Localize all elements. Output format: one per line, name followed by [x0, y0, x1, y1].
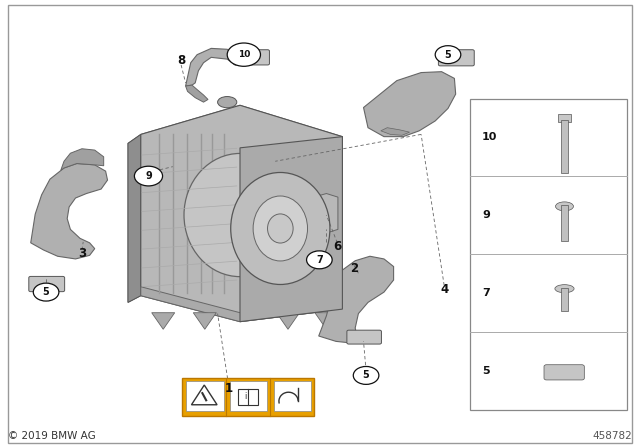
Text: 10: 10 [482, 133, 497, 142]
Ellipse shape [184, 153, 296, 276]
Ellipse shape [268, 214, 293, 243]
Text: 458782: 458782 [593, 431, 632, 441]
Circle shape [353, 366, 379, 384]
Ellipse shape [253, 196, 307, 261]
Text: © 2019 BMW AG: © 2019 BMW AG [8, 431, 95, 441]
Bar [561, 121, 568, 173]
Text: 5: 5 [482, 366, 490, 376]
Ellipse shape [231, 172, 330, 284]
Circle shape [307, 251, 332, 269]
Polygon shape [315, 313, 338, 329]
Text: 3: 3 [78, 247, 86, 260]
Bar [237, 389, 259, 405]
Circle shape [227, 43, 260, 66]
Text: 5: 5 [363, 370, 369, 380]
Ellipse shape [555, 284, 574, 293]
FancyBboxPatch shape [347, 330, 381, 344]
FancyBboxPatch shape [234, 50, 269, 65]
Bar [186, 381, 223, 411]
Text: 7: 7 [482, 288, 490, 298]
Polygon shape [141, 287, 342, 322]
Bar [470, 99, 627, 410]
Polygon shape [141, 105, 342, 150]
Polygon shape [61, 149, 104, 170]
Polygon shape [31, 164, 108, 259]
Ellipse shape [556, 202, 573, 211]
Polygon shape [319, 256, 394, 343]
Text: 8: 8 [177, 54, 185, 67]
Bar [230, 381, 268, 411]
Bar [274, 381, 311, 411]
Polygon shape [128, 134, 141, 302]
Bar [561, 288, 568, 311]
Text: 2: 2 [350, 262, 358, 276]
FancyBboxPatch shape [29, 276, 65, 292]
Polygon shape [141, 105, 342, 322]
Text: 5: 5 [445, 50, 451, 60]
Bar [182, 378, 314, 416]
Polygon shape [186, 48, 236, 86]
Text: 4: 4 [440, 283, 448, 297]
Bar [561, 206, 568, 241]
Polygon shape [128, 134, 141, 302]
Bar [558, 114, 571, 122]
Text: 7: 7 [316, 255, 323, 265]
Polygon shape [312, 194, 338, 233]
FancyBboxPatch shape [438, 50, 474, 66]
Polygon shape [186, 85, 208, 102]
Text: 9: 9 [145, 171, 152, 181]
Text: 6: 6 [333, 240, 341, 253]
Polygon shape [381, 128, 410, 135]
Text: 5: 5 [43, 287, 49, 297]
Polygon shape [240, 137, 342, 322]
Circle shape [435, 46, 461, 64]
Text: 10: 10 [237, 50, 250, 59]
FancyBboxPatch shape [544, 365, 584, 380]
Polygon shape [364, 72, 456, 137]
Polygon shape [276, 313, 300, 329]
Polygon shape [152, 313, 175, 329]
Circle shape [134, 166, 163, 186]
Text: 1: 1 [225, 382, 232, 395]
Ellipse shape [218, 96, 237, 108]
Text: i: i [244, 392, 246, 401]
Circle shape [33, 283, 59, 301]
Polygon shape [193, 313, 216, 329]
Text: 9: 9 [482, 210, 490, 220]
